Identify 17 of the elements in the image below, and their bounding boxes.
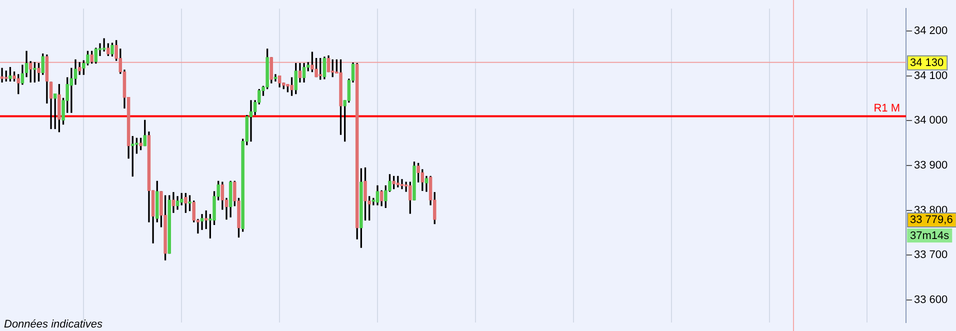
y-tick-label: 33 700 [914,249,948,262]
candlestick [0,68,4,82]
candlestick [200,214,204,230]
text: 33 779,6 [910,214,953,226]
candlestick [400,179,404,190]
y-tick-label: 34 100 [914,70,948,82]
annotation: 34 130 [910,56,944,69]
y-tick-label: 34 000 [914,114,948,127]
y-tick-label: 33 600 [914,294,948,306]
annotation: Données indicatives [4,318,103,331]
candlestick [274,74,278,82]
candlestick [102,38,106,52]
candlestick [249,100,253,142]
y-tick-label: 33 900 [914,160,948,172]
y-tick-label: 34 200 [914,25,948,38]
text: 37m14s [910,230,950,242]
ref-line-label: R1 M [874,102,900,115]
